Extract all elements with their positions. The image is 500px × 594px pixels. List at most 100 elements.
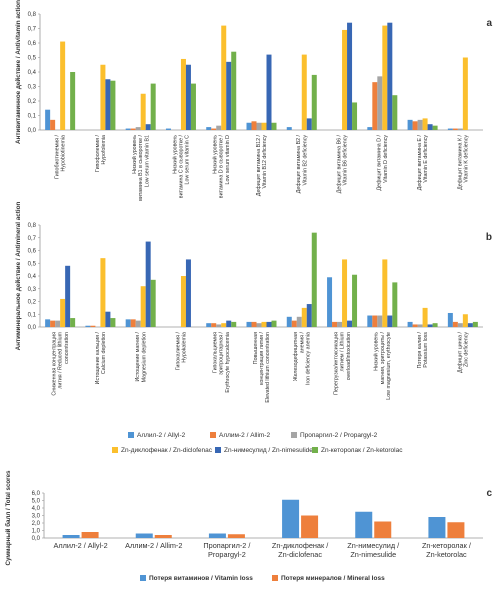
category-label: Vitamin B2 deficiency	[302, 135, 308, 186]
bar	[447, 522, 465, 538]
bar	[211, 323, 217, 327]
category-label: Zn-nimesulide	[350, 550, 396, 559]
bar	[342, 259, 348, 327]
bar	[62, 535, 80, 538]
bar	[377, 315, 383, 327]
category-label: Гипобиотинемия /	[55, 134, 61, 178]
category-label: анемия /	[299, 331, 305, 353]
bar	[452, 321, 458, 327]
bar	[251, 121, 257, 130]
y-tick-label: 5,0	[32, 499, 41, 505]
bar	[246, 122, 252, 130]
category-label: витамина D в сыворотке /	[219, 134, 225, 198]
bar	[226, 320, 232, 328]
bar	[227, 534, 245, 538]
category-label: Низкий уровень	[171, 135, 178, 174]
bar	[382, 25, 388, 131]
category-label: Vitamin B12 deficiency	[262, 135, 268, 189]
category-label: Zn-ketorolac	[426, 550, 467, 559]
category-label: Истощение кальция /	[95, 331, 101, 384]
legend-swatch	[140, 575, 146, 581]
bar	[347, 320, 353, 328]
bar	[261, 122, 267, 130]
bar	[271, 122, 277, 130]
bar	[125, 319, 131, 327]
y-tick-label: 0,5	[28, 56, 37, 62]
bar	[462, 57, 468, 130]
y-tick-label: 0,4	[28, 70, 37, 76]
bar	[291, 320, 297, 328]
bar	[367, 127, 373, 130]
category-label: Low serum vitamin D	[225, 135, 231, 185]
bar	[457, 323, 463, 327]
category-label: Гипокалиемия /	[175, 331, 181, 370]
bar	[432, 125, 438, 130]
category-label: Zn-diclofenac	[278, 550, 322, 559]
category-label: Дефицит цинка /	[457, 331, 463, 373]
bar	[100, 64, 106, 130]
y-tick-label: 0,5	[28, 261, 37, 267]
bar	[165, 128, 171, 130]
bar	[130, 128, 136, 130]
bar	[256, 323, 262, 327]
category-label: витамина С в сыворотке /	[178, 134, 184, 198]
category-label: Hypofolemia	[101, 135, 107, 164]
bar	[337, 321, 343, 327]
category-label: Potassium loss	[423, 332, 429, 368]
bar	[311, 232, 317, 327]
bar	[145, 241, 151, 327]
category-label: Аллим-2 / Allim-2	[125, 541, 182, 550]
panel-c: 0,01,0 2,03,0 4,05,0 6,0 Суммарный балл / To…	[5, 470, 492, 565]
bar	[135, 320, 141, 328]
bar	[226, 61, 232, 130]
legend-label: Zn-нимесулид / Zn-nimesulide	[224, 447, 313, 454]
bar	[462, 314, 468, 327]
panel-letter: a	[486, 18, 492, 29]
y-axis-title: Антивитаминное действие / Antivitamin ac…	[14, 0, 22, 144]
bar	[190, 83, 196, 130]
category-label: Vitamin E deficiency	[423, 135, 429, 183]
category-label: Перегрузка/интоксикация	[333, 332, 339, 395]
bar	[422, 118, 428, 130]
legend-swatch	[312, 447, 318, 453]
bar	[221, 323, 227, 327]
bar	[417, 324, 423, 327]
category-label: Hypobiotinemia	[61, 135, 67, 172]
bar	[60, 298, 66, 327]
bar	[50, 119, 56, 130]
category-label: Low serum vitamin C	[185, 135, 191, 185]
bar	[467, 323, 473, 327]
bar	[352, 102, 358, 130]
bar	[105, 79, 111, 130]
category-label: магния, эритроциты /	[380, 331, 386, 384]
bar	[412, 121, 418, 130]
bar	[266, 54, 272, 130]
bar	[352, 274, 358, 327]
legend-c: Потеря витаминов / Vitamin loss Потеря ми…	[140, 575, 385, 582]
bar	[140, 286, 146, 327]
bar	[140, 93, 146, 130]
bar	[332, 321, 338, 327]
bar	[261, 321, 267, 327]
category-label: Erythrocyte hypocalcemia	[225, 332, 231, 393]
bar	[206, 127, 212, 130]
bar	[417, 119, 423, 130]
legend-label: Zn-кеторолак / Zn-ketorolac	[321, 447, 403, 454]
bar	[382, 259, 388, 327]
bar	[407, 119, 413, 130]
bar	[90, 325, 96, 327]
legend-swatch	[210, 432, 216, 438]
bar	[296, 316, 302, 327]
bar	[457, 128, 463, 130]
panel-letter: c	[486, 488, 492, 499]
bar	[282, 499, 300, 538]
bar	[145, 124, 151, 130]
y-tick-label: 6,0	[32, 491, 41, 497]
category-label: Vitamin B6 deficiency	[343, 135, 349, 186]
bar	[154, 535, 172, 538]
category-label: Low serum vitamin B1	[144, 135, 150, 187]
y-tick-label: 0,6	[28, 249, 37, 255]
bar	[180, 58, 186, 131]
bar	[45, 319, 51, 327]
bar	[216, 324, 222, 327]
